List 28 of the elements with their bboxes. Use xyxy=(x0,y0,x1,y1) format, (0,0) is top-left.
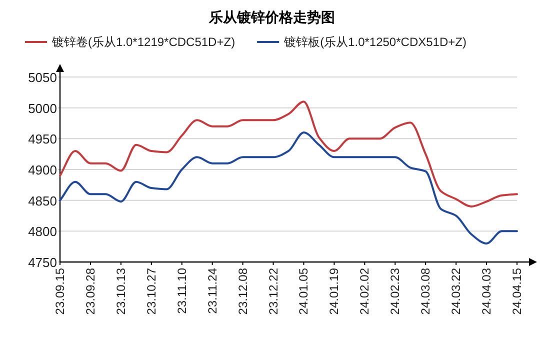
x-tick-label: 23.09.15 xyxy=(53,268,67,315)
y-tick-label: 4950 xyxy=(28,132,57,147)
x-tick-label: 24.03.22 xyxy=(449,268,464,315)
y-tick-label: 4900 xyxy=(28,162,57,178)
x-tick-label: 24.03.08 xyxy=(418,268,433,315)
x-tick-label: 23.10.13 xyxy=(114,268,128,315)
x-tick-label: 24.01.05 xyxy=(296,268,311,315)
y-tick-label: 5050 xyxy=(28,70,57,85)
line-series xyxy=(59,100,518,208)
y-tick-label: 5000 xyxy=(28,100,57,116)
x-tick-label: 24.02.02 xyxy=(358,268,372,315)
x-tick-label: 24.04.03 xyxy=(480,268,494,315)
x-tick-label: 23.09.28 xyxy=(83,268,98,315)
x-tick-label: 23.11.24 xyxy=(205,268,220,314)
y-tick-label: 4750 xyxy=(28,255,57,270)
x-tick-label: 23.10.27 xyxy=(144,268,158,315)
y-tick-label: 4850 xyxy=(28,193,57,208)
chart-title: 乐从镀锌价格走势图 xyxy=(208,9,335,25)
x-tick-label: 24.02.23 xyxy=(388,268,402,315)
y-tick-label: 4800 xyxy=(28,224,57,240)
legend-label: 镀锌卷(乐从1.0*1219*CDC51D+Z) xyxy=(51,35,236,49)
legend-label: 镀锌板(乐从1.0*1250*CDX51D+Z) xyxy=(283,35,466,49)
x-tick-label: 24.01.19 xyxy=(327,268,342,315)
line-series xyxy=(59,132,518,244)
x-tick-label: 23.11.10 xyxy=(174,268,189,314)
x-tick-label: 23.12.08 xyxy=(236,268,250,315)
x-tick-label: 24.04.15 xyxy=(510,268,524,315)
x-tick-label: 23.12.22 xyxy=(266,268,280,315)
